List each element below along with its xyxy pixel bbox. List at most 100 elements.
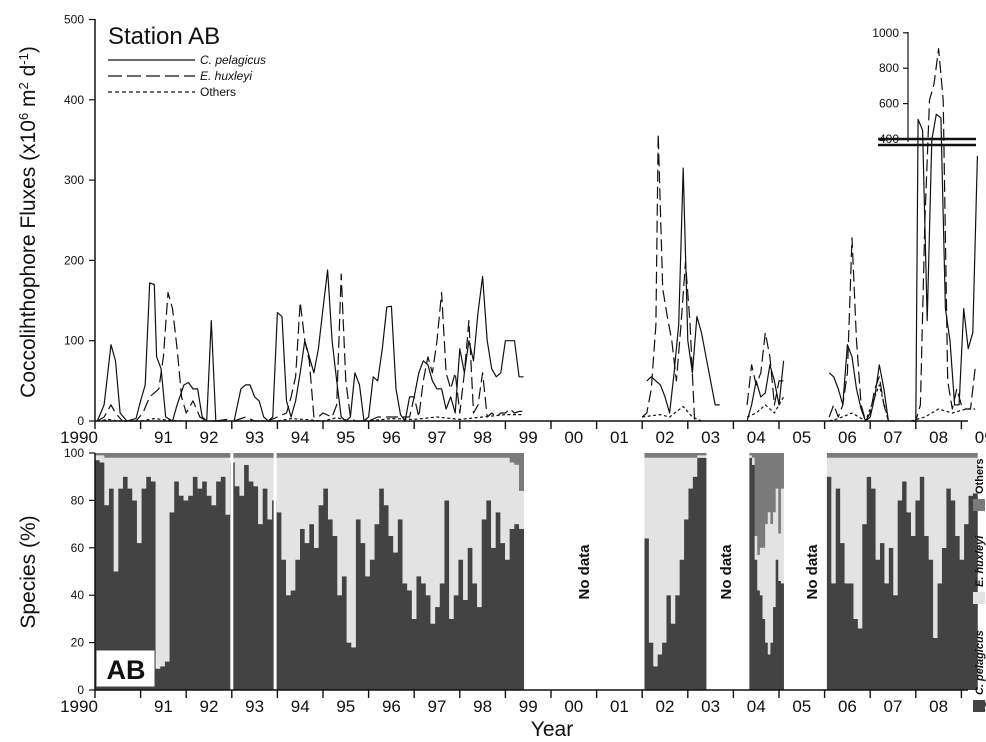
bar-others [754,453,758,536]
bar-others [341,453,347,458]
bar-e-huxleyi [164,457,170,662]
bar-others [197,453,203,458]
bar-e-huxleyi [155,457,161,669]
bar-c-pelagicus [463,599,469,690]
bar-c-pelagicus [188,495,194,690]
station-badge-label: AB [107,655,146,685]
bar-c-pelagicus [300,528,306,690]
bar-e-huxleyi [397,457,403,520]
bar-c-pelagicus [276,512,282,690]
bar-c-pelagicus [968,495,974,690]
bar-others [164,453,170,458]
bar-others [411,453,417,458]
bar-c-pelagicus [675,595,681,690]
bar-others [697,453,703,456]
bar-c-pelagicus [862,524,868,690]
species-x-tick-label: 07 [884,697,903,716]
bar-e-huxleyi [888,457,894,548]
species-y-ticks: 0 20 40 60 80 100 [64,446,95,697]
bar-c-pelagicus [653,666,659,690]
bar-e-huxleyi [206,457,212,496]
bar-others [866,453,872,458]
bar-c-pelagicus [169,512,175,690]
bar-c-pelagicus [174,481,180,690]
bar-c-pelagicus [150,481,156,690]
bar-c-pelagicus [767,654,771,690]
series-line-others [911,408,976,422]
bar-others [780,453,784,489]
bar-e-huxleyi [697,455,703,458]
bar-e-huxleyi [871,457,876,489]
bar-c-pelagicus [959,559,965,690]
series-line-c-pelagicus [96,282,228,422]
bar-others [104,453,110,458]
bar-others [853,453,859,458]
bar-e-huxleyi [421,457,427,584]
flux-x-tick-label: 09 [975,428,986,447]
species-y-tick-label: 100 [64,446,84,460]
bar-others [360,453,366,458]
bar-e-huxleyi [300,457,306,529]
bar-c-pelagicus [136,543,142,690]
bar-others [351,453,357,458]
bar-c-pelagicus [393,552,399,690]
species-x-tick-label: 01 [610,697,629,716]
bar-c-pelagicus [253,486,259,690]
bar-e-huxleyi [220,457,226,477]
bar-c-pelagicus [780,583,784,690]
bar-others [290,453,296,458]
bar-c-pelagicus [477,607,483,690]
species-x-tick-label: 95 [336,697,355,716]
bar-e-huxleyi [849,457,854,584]
flux-x-tick-label: 07 [884,428,903,447]
bar-c-pelagicus [648,642,654,690]
bar-others [675,453,681,458]
bar-e-huxleyi [662,457,667,643]
bar-e-huxleyi [491,457,497,548]
bar-c-pelagicus [122,476,129,690]
bar-e-huxleyi [910,457,916,536]
no-data-label-2000: No data [576,544,593,600]
bar-e-huxleyi [514,464,520,525]
species-x-tick-label: 06 [838,697,857,716]
bar-others [458,453,464,458]
bar-e-huxleyi [244,457,250,465]
bar-e-huxleyi [844,457,850,584]
bar-others [964,453,969,458]
bar-e-huxleyi [113,457,119,572]
flux-y-tick-label: 500 [64,13,84,27]
bar-c-pelagicus [778,580,782,690]
bar-e-huxleyi [950,457,956,501]
bar-others [99,453,105,456]
flux-y-axis-title: Coccolihthophore Fluxes (x106 m2 d-1) [16,46,40,398]
bar-c-pelagicus [831,583,837,690]
bar-e-huxleyi [313,457,320,548]
bar-others [491,453,497,458]
bar-e-huxleyi [857,457,863,629]
bar-others [648,453,654,458]
bar-e-huxleyi [360,457,366,544]
bar-e-huxleyi [749,455,753,458]
flux-x-tick-label: 1990 [60,428,98,447]
bar-e-huxleyi [972,457,978,494]
bar-others [767,453,771,513]
bar-others [374,453,380,458]
bar-e-huxleyi [688,457,694,489]
bar-e-huxleyi [304,457,310,544]
bar-others [416,453,422,458]
bar-others [505,453,511,458]
bar-others [826,453,832,458]
bar-e-huxleyi [449,457,455,619]
bar-e-huxleyi [183,457,189,501]
bar-e-huxleyi [239,457,245,496]
bar-e-huxleyi [197,457,203,489]
bar-c-pelagicus [495,512,501,690]
bar-e-huxleyi [666,457,672,596]
bar-c-pelagicus [397,519,403,690]
bar-c-pelagicus [679,559,685,690]
bar-others [365,453,371,458]
bar-c-pelagicus [514,524,520,690]
bar-others [486,453,492,458]
bar-c-pelagicus [439,583,445,690]
